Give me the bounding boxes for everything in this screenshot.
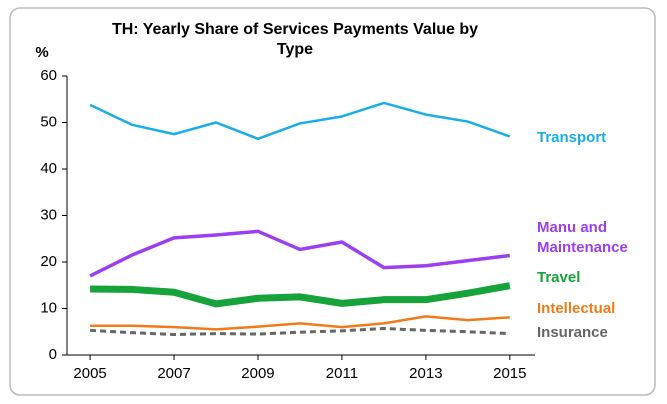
x-tick-label: 2005 bbox=[73, 365, 106, 382]
x-tick-label: 2015 bbox=[493, 365, 526, 382]
series-label: Manu and Maintenance bbox=[537, 219, 628, 256]
series-label: Transport bbox=[537, 129, 607, 146]
y-axis-label: % bbox=[35, 44, 48, 61]
y-tick-label: 20 bbox=[40, 253, 57, 270]
y-tick-label: 0 bbox=[49, 346, 57, 363]
series-line bbox=[90, 282, 511, 308]
y-tick-label: 50 bbox=[40, 113, 57, 130]
series-label: Insurance bbox=[537, 324, 608, 341]
x-tick-label: 2007 bbox=[157, 365, 190, 382]
series-line bbox=[89, 101, 511, 141]
frame bbox=[9, 7, 656, 396]
y-tick-label: 10 bbox=[40, 299, 57, 316]
x-tick-label: 2009 bbox=[241, 365, 274, 382]
chart-title: TH: Yearly Share of Services Payments Va… bbox=[111, 21, 479, 58]
x-tick-label: 2011 bbox=[326, 365, 358, 382]
series-line bbox=[90, 315, 510, 331]
y-tick-label: 40 bbox=[40, 160, 57, 177]
series-label: Intellectual bbox=[537, 300, 616, 317]
y-tick-label: 30 bbox=[40, 206, 57, 223]
series-line bbox=[90, 326, 510, 337]
x-tick-label: 2013 bbox=[409, 365, 442, 382]
y-tick-label: 60 bbox=[40, 67, 57, 84]
series-label: Travel bbox=[537, 269, 581, 286]
series-line bbox=[89, 229, 511, 278]
